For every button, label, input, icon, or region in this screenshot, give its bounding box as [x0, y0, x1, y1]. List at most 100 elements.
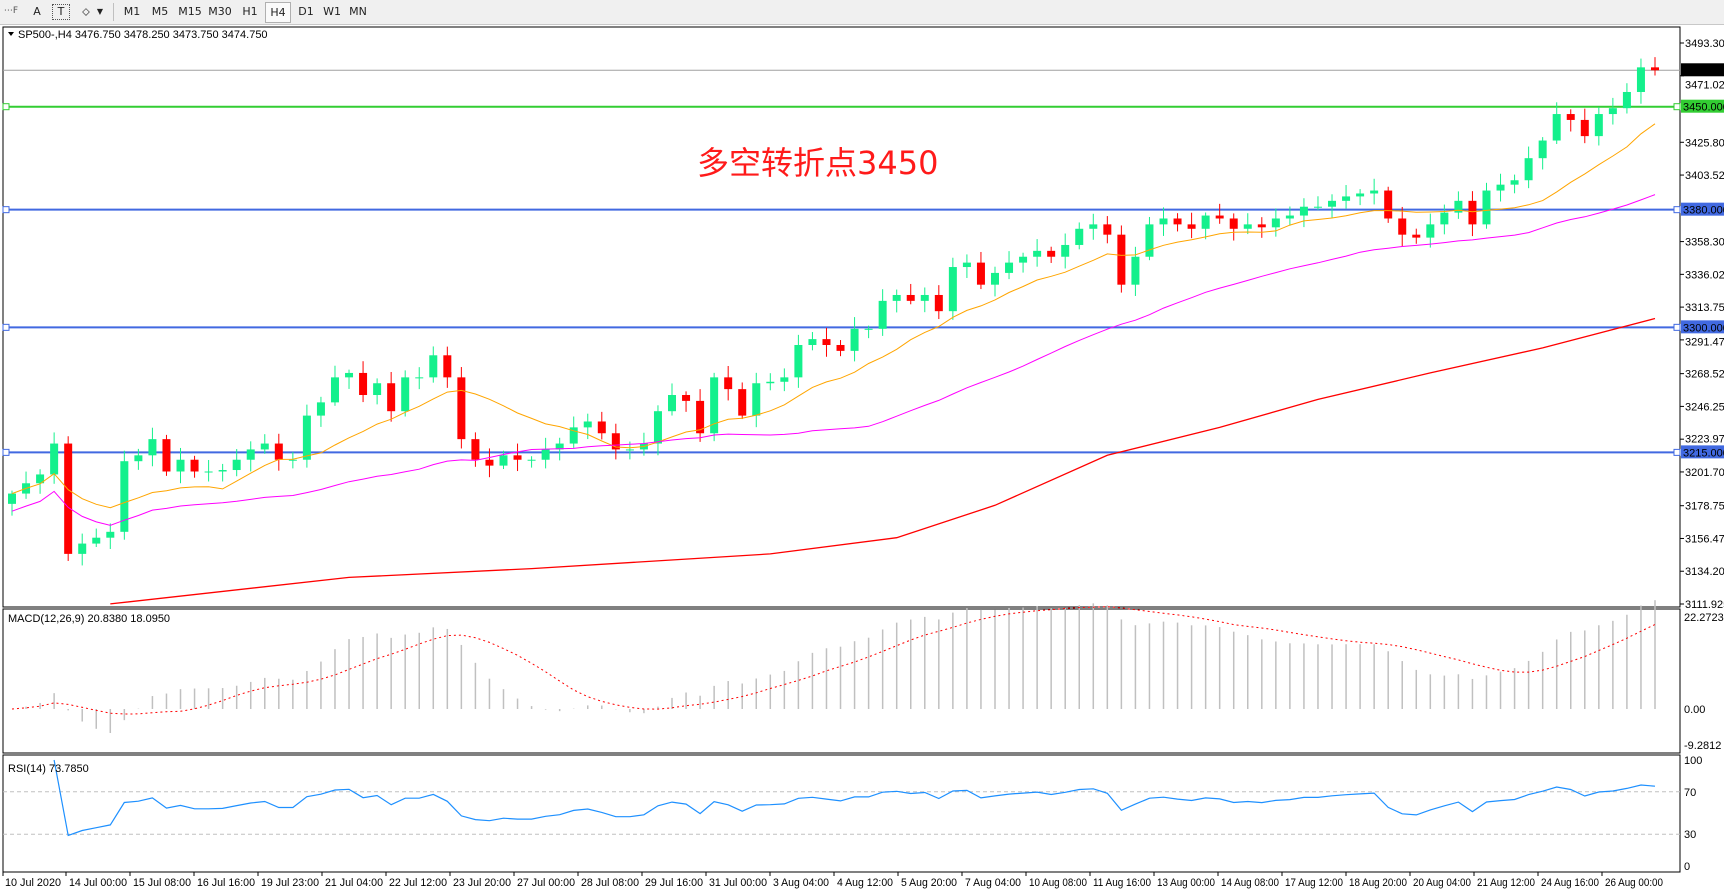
text-tool-icon[interactable]: A: [33, 5, 41, 18]
candle: [190, 459, 199, 472]
candle: [906, 294, 915, 301]
current-price-bg: [1681, 63, 1724, 77]
time-axis-label: 14 Jul 00:00: [69, 877, 127, 889]
arrows-icon[interactable]: ⬦: [82, 5, 90, 18]
text-label-icon[interactable]: T: [52, 4, 70, 20]
candle: [962, 262, 971, 268]
candle: [794, 344, 803, 378]
time-axis-label: 14 Aug 08:00: [1221, 877, 1279, 889]
moving-average-fast: [11, 123, 1656, 509]
time-axis-label: 16 Jul 16:00: [197, 877, 255, 889]
timeframe-d1-button[interactable]: D1: [298, 5, 314, 18]
candle: [78, 543, 87, 554]
time-axis-label: 21 Jul 04:00: [325, 877, 383, 889]
time-axis-label: 15 Jul 08:00: [133, 877, 191, 889]
candle: [892, 294, 901, 301]
timeframe-m1-button[interactable]: M1: [123, 5, 141, 18]
candle: [1398, 218, 1407, 235]
line-handle[interactable]: [2, 323, 10, 331]
candle: [724, 377, 733, 390]
candle: [878, 300, 887, 329]
candle: [1622, 91, 1631, 109]
candle: [990, 272, 999, 285]
macd-tick-label: -9.2812: [1684, 740, 1721, 752]
time-axis-label: 27 Jul 00:00: [517, 877, 575, 889]
candle: [1257, 224, 1266, 228]
candle: [527, 459, 536, 461]
rsi-tick-label: 70: [1684, 787, 1696, 799]
timeframe-mn-button[interactable]: MN: [349, 5, 367, 18]
legend-collapse-icon[interactable]: [8, 32, 14, 36]
candle: [1145, 224, 1154, 257]
line-handle[interactable]: [2, 448, 10, 456]
time-axis-label: 21 Aug 12:00: [1477, 877, 1535, 889]
candle: [288, 459, 297, 461]
candle: [1426, 224, 1435, 238]
candle: [1538, 140, 1547, 159]
candle: [387, 383, 396, 412]
candle: [583, 421, 592, 428]
timeframe-h4-button[interactable]: H4: [265, 2, 291, 23]
price-tick-label: 3223.975: [1685, 433, 1724, 445]
candle: [415, 377, 424, 379]
candle: [401, 377, 410, 412]
candle: [316, 402, 325, 416]
time-axis-label: 7 Aug 04:00: [965, 877, 1021, 889]
candle: [1552, 114, 1561, 141]
line-handle[interactable]: [1673, 206, 1681, 214]
candle: [1173, 218, 1182, 225]
toolbar-separator: [113, 3, 114, 21]
candle: [696, 400, 705, 434]
candle: [1215, 215, 1224, 219]
line-handle[interactable]: [2, 103, 10, 111]
time-axis-label: 4 Aug 12:00: [837, 877, 893, 889]
candle: [555, 443, 564, 450]
candle: [345, 372, 354, 378]
candle: [92, 537, 101, 544]
candle: [1370, 190, 1379, 194]
line-handle[interactable]: [1673, 103, 1681, 111]
price-label-bg: [1681, 202, 1724, 216]
candle: [836, 344, 845, 351]
timeframe-m5-button[interactable]: M5: [151, 5, 169, 18]
timeframe-m30-button[interactable]: M30: [208, 5, 232, 18]
candle: [330, 377, 339, 403]
rsi-tick-label: 30: [1684, 829, 1696, 841]
candle: [1117, 234, 1126, 285]
candle: [625, 449, 634, 451]
timeframe-m15-button[interactable]: M15: [178, 5, 202, 18]
price-tick-label: 3201.700: [1685, 467, 1724, 479]
fibonacci-fan-icon[interactable]: ⋯F: [3, 6, 19, 16]
price-tick-label: 3156.475: [1685, 533, 1724, 545]
line-handle[interactable]: [2, 206, 10, 214]
time-axis-label: 17 Aug 12:00: [1285, 877, 1343, 889]
line-handle[interactable]: [1673, 448, 1681, 456]
candle: [1075, 228, 1084, 245]
candle: [934, 294, 943, 312]
candle: [1313, 206, 1322, 208]
candle: [260, 443, 269, 450]
time-axis-label: 24 Aug 16:00: [1541, 877, 1599, 889]
candle: [218, 470, 227, 472]
candle: [1033, 250, 1042, 257]
moving-average-slow: [110, 317, 1656, 605]
candle: [1412, 234, 1421, 238]
timeframe-h1-button[interactable]: H1: [242, 5, 258, 18]
candle: [682, 395, 691, 401]
candle: [373, 383, 382, 396]
candle: [920, 294, 929, 301]
candle: [766, 381, 775, 384]
candle: [1608, 108, 1617, 115]
timeframe-w1-button[interactable]: W1: [323, 5, 341, 18]
line-handle[interactable]: [1673, 323, 1681, 331]
candle: [1566, 114, 1575, 120]
candle: [1384, 190, 1393, 219]
price-tick-label: 3178.750: [1685, 501, 1724, 513]
chevron-down-icon[interactable]: ▼: [96, 7, 104, 16]
candle: [246, 449, 255, 460]
candle: [1187, 224, 1196, 229]
chart-annotation: 多空转折点3450: [697, 144, 939, 182]
candle: [1159, 218, 1168, 225]
price-tick-label: 3134.200: [1685, 566, 1724, 578]
